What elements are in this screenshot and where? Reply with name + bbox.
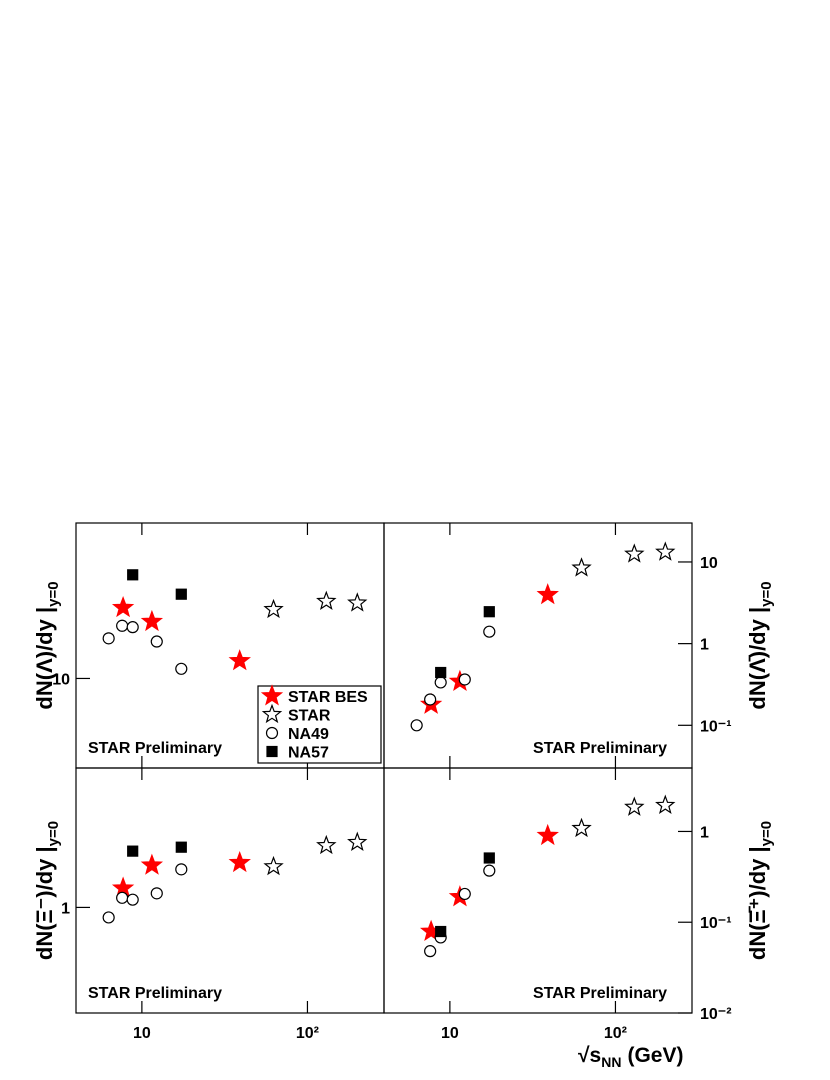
plot-frame <box>383 767 693 1014</box>
square-marker <box>483 606 495 618</box>
y-tick-label: 1 <box>700 637 709 654</box>
y-axis-label: dN(Ξ⁻)/dy |y=0 <box>32 821 62 960</box>
star-marker <box>111 596 135 618</box>
panel: 10⁻¹ 1 10 dN(Λ̄)/dy |y=0 STAR Preliminary <box>383 522 775 769</box>
square-marker <box>435 925 447 938</box>
y-tick-label: 10⁻¹ <box>700 718 732 735</box>
star-marker <box>263 855 284 876</box>
y-tick-label: 10 <box>52 671 70 688</box>
circle-marker <box>126 621 139 634</box>
circle-marker <box>410 719 423 732</box>
annotation: STAR Preliminary <box>88 740 222 757</box>
circle-marker <box>126 893 139 906</box>
y-tick-label: 1 <box>700 824 709 841</box>
y-tick-label: 10 <box>700 555 718 572</box>
square-marker <box>483 852 495 864</box>
annotation: STAR Preliminary <box>533 740 667 757</box>
x-tick-label: 10 <box>441 1025 459 1042</box>
circle-marker <box>424 945 437 958</box>
star-marker <box>624 543 645 563</box>
x-tick-label: 10² <box>296 1025 319 1042</box>
circle-marker <box>434 676 447 689</box>
circle-marker <box>150 887 163 900</box>
y-axis-label-sub: y=0 <box>758 581 775 606</box>
y-axis-label-main: dN(Λ̄)/dy | <box>745 607 770 710</box>
annotation: STAR Preliminary <box>533 985 667 1002</box>
y-axis-label: dN(Λ̄)/dy |y=0 <box>745 581 775 709</box>
y-axis-label: dN(Ξ̄⁺)/dy |y=0 <box>745 821 775 960</box>
x-axis-label-sub: NN <box>601 1054 621 1070</box>
square-marker <box>175 841 187 853</box>
square-marker <box>127 845 139 857</box>
square-marker <box>127 569 139 581</box>
legend-marker <box>266 745 278 758</box>
x-axis-label-main: √s <box>578 1044 601 1067</box>
star-marker <box>655 541 676 561</box>
circle-marker <box>424 693 437 706</box>
x-tick-label: 10² <box>604 1025 627 1042</box>
plot-frame <box>383 522 693 769</box>
circle-marker <box>175 662 188 675</box>
star-marker <box>347 592 368 612</box>
star-marker <box>140 853 164 875</box>
legend-label: STAR BES <box>288 689 368 706</box>
star-marker <box>263 598 284 619</box>
annotation: STAR Preliminary <box>88 985 222 1002</box>
legend-label: NA49 <box>288 726 329 743</box>
circle-marker <box>102 911 115 924</box>
star-marker <box>228 649 251 671</box>
y-tick-label: 10⁻¹ <box>700 915 732 932</box>
circle-marker <box>458 673 471 686</box>
x-axis-label: √sNN (GeV) <box>578 1044 683 1070</box>
circle-marker <box>175 863 188 876</box>
legend-marker <box>261 703 283 724</box>
star-marker <box>347 831 368 851</box>
y-axis-label-main: dN(Ξ⁻)/dy | <box>32 846 57 960</box>
star-marker <box>316 590 337 610</box>
circle-marker <box>458 887 471 901</box>
circle-marker <box>483 864 496 877</box>
x-axis-label-unit: (GeV) <box>627 1044 683 1067</box>
y-tick-label: 10⁻² <box>700 1006 732 1023</box>
star-marker <box>228 850 251 873</box>
star-marker <box>536 823 559 846</box>
y-tick-label: 1 <box>61 900 70 917</box>
legend-marker <box>260 684 284 706</box>
star-marker <box>140 609 164 632</box>
star-marker <box>655 794 676 814</box>
legend-box <box>257 685 382 764</box>
y-axis-label-main: dN(Ξ̄⁺)/dy | <box>745 846 770 960</box>
legend-marker <box>265 726 279 740</box>
y-axis-label-sub: y=0 <box>758 821 775 846</box>
square-marker <box>435 666 447 679</box>
star-marker <box>571 817 592 838</box>
y-axis-label-sub: y=0 <box>45 581 62 606</box>
star-marker <box>316 834 337 855</box>
y-axis-label-main: dN(Λ)/dy | <box>32 607 57 710</box>
square-marker <box>175 588 187 600</box>
panel: 10 10² 1dN(Ξ⁻)/dy |y=0 STAR Preliminary <box>32 767 385 1042</box>
y-axis-label: dN(Λ)/dy |y=0 <box>32 581 62 709</box>
legend-label: NA57 <box>288 745 329 762</box>
panel: 10 10² 10⁻² 10⁻¹ 1 dN(Ξ̄⁺)/dy |y=0 STAR Prelim… <box>383 767 775 1070</box>
x-tick-label: 10 <box>133 1025 151 1042</box>
star-marker <box>624 796 645 816</box>
star-marker <box>536 583 559 605</box>
circle-marker <box>483 625 496 638</box>
y-axis-label-sub: y=0 <box>45 821 62 846</box>
circle-marker <box>102 632 115 645</box>
circle-marker <box>116 891 129 904</box>
circle-marker <box>150 635 163 648</box>
circle-marker <box>116 619 129 632</box>
legend-label: STAR <box>288 708 331 725</box>
star-marker <box>571 557 592 577</box>
